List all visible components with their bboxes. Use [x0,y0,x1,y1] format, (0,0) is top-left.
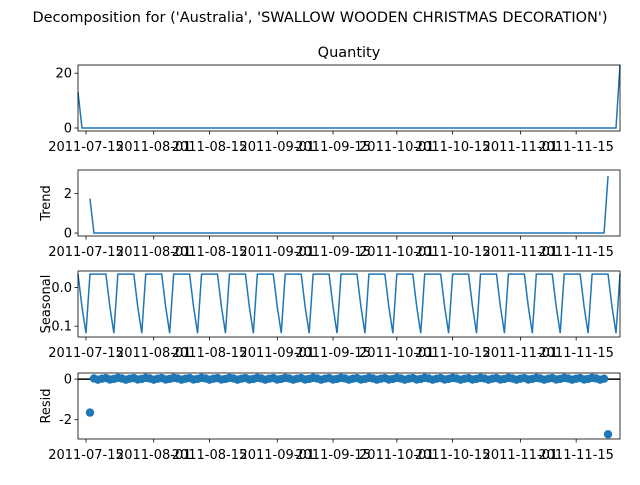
y-axis-label: Trend [39,185,54,222]
x-tick-label: 2011-10-15 [415,448,491,463]
y-tick-label: -0.1 [47,320,72,335]
x-tick-label: 2011-10-01 [359,448,435,463]
y-tick-label: 0 [64,373,72,388]
y-axis-label: Resid [39,388,54,423]
y-axis-label: Seasonal [39,275,54,334]
x-tick-label: 2011-09-01 [239,245,315,260]
figure-title: Decomposition for ('Australia', 'SWALLOW… [32,10,607,26]
x-tick-label: 2011-10-15 [415,140,491,155]
y-tick-label: 0 [64,227,72,242]
x-tick-label: 2011-08-15 [172,245,248,260]
x-tick-label: 2011-10-01 [359,346,435,361]
panel-observed: 0202011-07-152011-08-012011-08-152011-09… [48,45,621,155]
x-tick-label: 2011-11-01 [483,245,559,260]
resid-point [85,408,95,417]
x-tick-label: 2011-09-15 [295,448,371,463]
x-tick-label: 2011-10-15 [415,346,491,361]
x-tick-label: 2011-11-15 [538,346,614,361]
seasonal-axes-frame [77,270,621,338]
y-tick-label: 0 [64,121,72,136]
x-tick-label: 2011-08-01 [116,448,192,463]
x-tick-label: 2011-07-15 [48,448,124,463]
x-tick-label: 2011-09-15 [295,245,371,260]
x-tick-label: 2011-11-15 [538,140,614,155]
panel-trend: 022011-07-152011-08-012011-08-152011-09-… [39,169,621,260]
resid-axes-frame [77,372,621,440]
x-tick-label: 2011-11-01 [483,346,559,361]
x-tick-label: 2011-09-01 [239,346,315,361]
resid-point [599,374,609,383]
x-tick-label: 2011-11-15 [538,448,614,463]
x-tick-label: 2011-07-15 [48,346,124,361]
x-tick-label: 2011-08-01 [116,245,192,260]
x-tick-label: 2011-07-15 [48,245,124,260]
trend-series-line [89,175,609,234]
resid-point [603,430,613,439]
x-tick-label: 2011-07-15 [48,140,124,155]
x-tick-label: 2011-08-15 [172,140,248,155]
x-tick-label: 2011-08-15 [172,448,248,463]
observed-axes-frame [77,64,621,132]
x-tick-label: 2011-09-01 [239,140,315,155]
panel-title: Quantity [318,45,381,61]
x-tick-label: 2011-09-15 [295,140,371,155]
panel-seasonal: 0.0-0.12011-07-152011-08-012011-08-15201… [39,270,621,361]
x-tick-label: 2011-10-01 [359,140,435,155]
observed-series-line [77,64,621,129]
x-tick-label: 2011-08-01 [116,140,192,155]
x-tick-label: 2011-09-15 [295,346,371,361]
x-tick-label: 2011-11-01 [483,140,559,155]
x-tick-label: 2011-09-01 [239,448,315,463]
y-tick-label: -2 [59,413,72,428]
x-tick-label: 2011-10-15 [415,245,491,260]
x-tick-label: 2011-08-15 [172,346,248,361]
x-tick-label: 2011-11-15 [538,245,614,260]
x-tick-label: 2011-10-01 [359,245,435,260]
y-tick-label: 20 [55,67,72,82]
seasonal-series-line [77,273,621,334]
y-tick-label: 0.0 [51,281,72,296]
trend-axes-frame [77,169,621,237]
y-tick-label: 2 [64,187,72,202]
panel-resid: 0-22011-07-152011-08-012011-08-152011-09… [39,372,621,463]
x-tick-label: 2011-08-01 [116,346,192,361]
x-tick-label: 2011-11-01 [483,448,559,463]
